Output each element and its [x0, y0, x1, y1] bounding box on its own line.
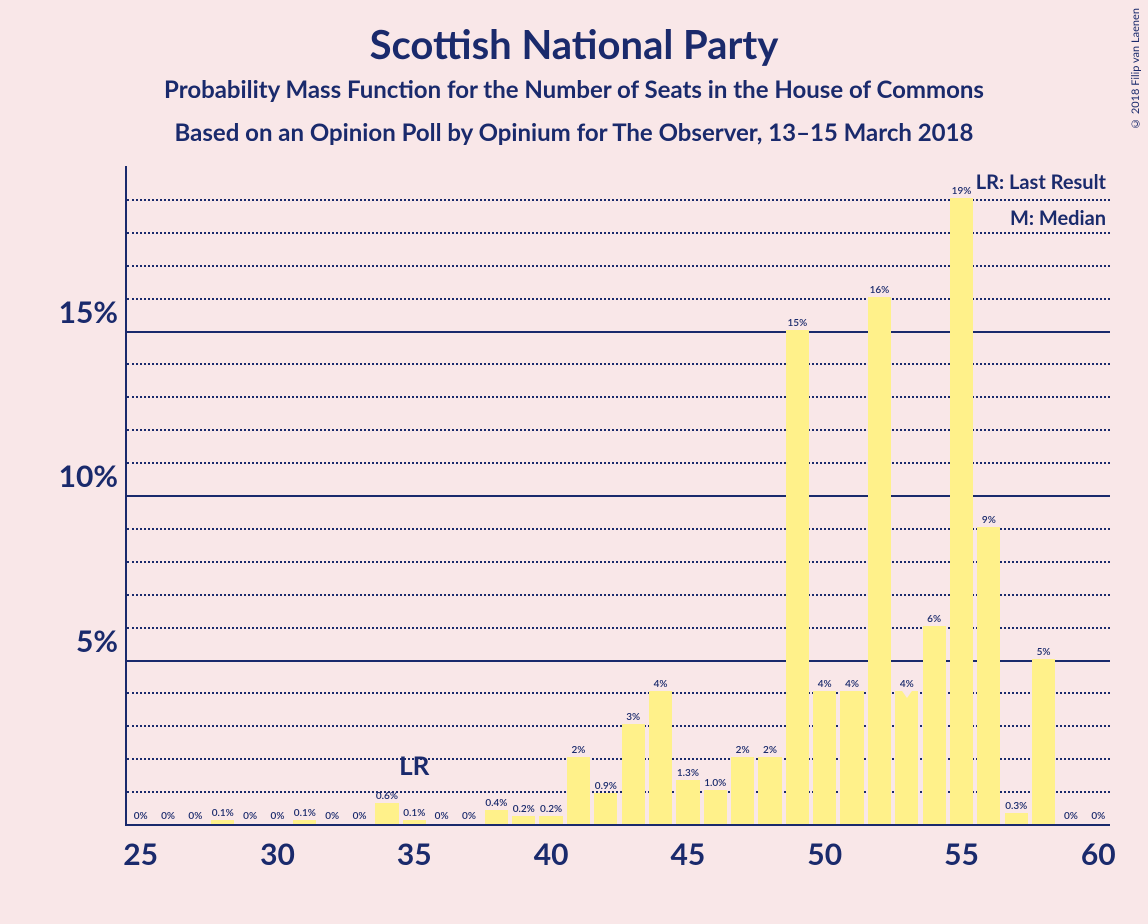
x-axis-line — [125, 824, 1110, 826]
bar-label: 1.0% — [704, 777, 726, 789]
bar-label: 4% — [654, 678, 668, 690]
bar-label: 0% — [134, 810, 148, 822]
bar — [676, 780, 699, 824]
bar — [539, 816, 562, 824]
bar-label: 6% — [927, 613, 941, 625]
pmf-bar-chart: 5%10%15%25303540455055600%0%0%0.1%0%0%0.… — [125, 166, 1110, 826]
bar-label: 3% — [626, 711, 640, 723]
bar — [813, 691, 836, 824]
bar-label: 16% — [870, 284, 890, 296]
chart-title: Scottish National Party — [0, 20, 1148, 68]
bar — [485, 810, 508, 824]
bar-label: 0% — [353, 810, 367, 822]
bar-label: 0% — [161, 810, 175, 822]
bar-label: 5% — [1037, 646, 1051, 658]
legend-lr: LR: Last Result — [976, 170, 1106, 194]
bar — [731, 757, 754, 824]
bar-label: 0.3% — [1005, 800, 1027, 812]
bar-label: 0% — [1064, 810, 1078, 822]
bar-label: 0.1% — [403, 807, 425, 819]
bar-label: 15% — [787, 317, 807, 329]
bar — [977, 527, 1000, 824]
x-axis-label: 50 — [807, 836, 842, 872]
bar — [923, 626, 946, 824]
x-axis-label: 30 — [260, 836, 295, 872]
x-axis-label: 35 — [397, 836, 432, 872]
bar-label: 0% — [325, 810, 339, 822]
bar-label: 19% — [952, 185, 972, 197]
copyright-text: © 2018 Filip van Laenen — [1129, 8, 1142, 130]
legend-median: M: Median — [1010, 206, 1106, 230]
bar — [950, 198, 973, 824]
x-axis-label: 45 — [670, 836, 705, 872]
bar-label: 0% — [271, 810, 285, 822]
lr-marker: LR — [399, 749, 429, 781]
x-axis-label: 55 — [944, 836, 979, 872]
bar-label: 0.6% — [376, 790, 398, 802]
bar — [594, 793, 617, 824]
bar — [649, 691, 672, 824]
bar — [868, 297, 891, 824]
bar-label: 0.9% — [595, 780, 617, 792]
bar-label: 0.4% — [485, 797, 507, 809]
y-axis-label: 5% — [76, 623, 118, 659]
bar-label: 0% — [462, 810, 476, 822]
bar — [567, 757, 590, 824]
bar-label: 4% — [818, 678, 832, 690]
y-axis-label: 15% — [59, 294, 118, 330]
bar — [1005, 813, 1028, 824]
bar-label: 0% — [243, 810, 257, 822]
chart-subtitle-2: Based on an Opinion Poll by Opinium for … — [0, 118, 1148, 147]
x-axis-label: 25 — [123, 836, 158, 872]
bar-label: 0% — [1091, 810, 1105, 822]
y-axis-label: 10% — [59, 458, 118, 494]
bar-label: 2% — [736, 744, 750, 756]
bar — [622, 724, 645, 824]
x-axis-label: 40 — [534, 836, 569, 872]
x-axis-label: 60 — [1081, 836, 1116, 872]
bar-label: 4% — [900, 678, 914, 690]
bar-label: 9% — [982, 514, 996, 526]
bar — [512, 816, 535, 824]
bar-label: 2% — [571, 744, 585, 756]
bar-label: 0% — [188, 810, 202, 822]
bar-label: 4% — [845, 678, 859, 690]
bar — [403, 820, 426, 824]
bar-label: 2% — [763, 744, 777, 756]
bar — [293, 820, 316, 824]
bar-label: 0.2% — [513, 803, 535, 815]
bar — [1032, 659, 1055, 825]
bar — [786, 330, 809, 825]
bar — [840, 691, 863, 824]
bar-label: 0% — [435, 810, 449, 822]
chart-subtitle-1: Probability Mass Function for the Number… — [0, 75, 1148, 104]
bar — [375, 803, 398, 824]
bar — [211, 820, 234, 824]
bar-label: 0.1% — [212, 807, 234, 819]
bar-label: 0.1% — [294, 807, 316, 819]
bar — [895, 691, 918, 824]
bar — [704, 790, 727, 824]
bar — [758, 757, 781, 824]
bar-label: 1.3% — [677, 767, 699, 779]
bar-label: 0.2% — [540, 803, 562, 815]
